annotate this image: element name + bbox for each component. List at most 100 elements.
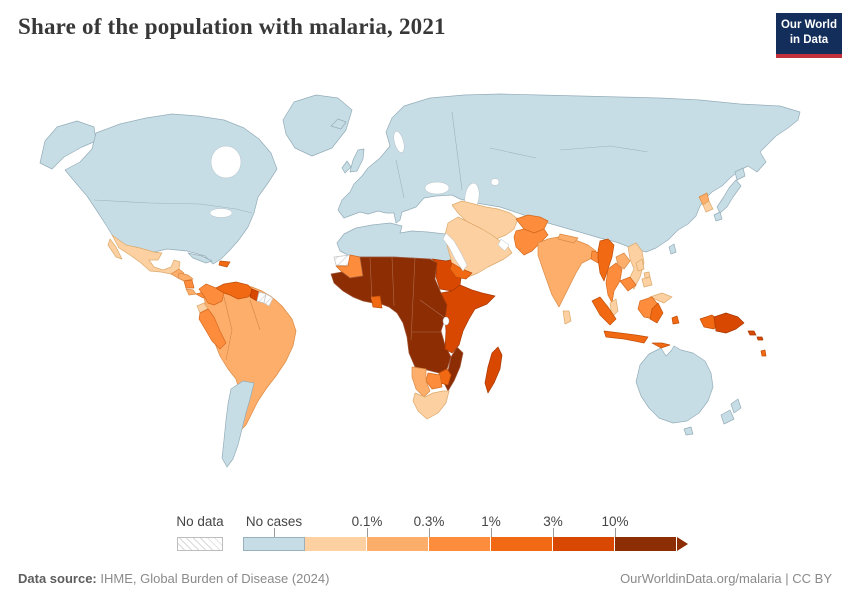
region-solomon-islands-2[interactable]	[756, 336, 764, 341]
region-new-zealand-north[interactable]	[730, 398, 742, 414]
world-choropleth-map	[39, 93, 801, 468]
legend-no-data-label: No data	[176, 514, 224, 529]
region-namibia[interactable]	[411, 366, 431, 398]
region-japan-hokkaido[interactable]	[734, 167, 746, 181]
aral-sea	[490, 178, 500, 186]
region-hispaniola[interactable]	[218, 260, 231, 268]
region-greenland[interactable]	[282, 94, 353, 157]
region-lesser-sunda[interactable]	[651, 342, 671, 349]
legend-tick	[367, 528, 368, 537]
legend-segment-bin3[interactable]	[429, 537, 491, 551]
region-new-zealand-south[interactable]	[720, 409, 735, 425]
legend-tick	[615, 528, 616, 537]
great-lakes	[209, 208, 233, 218]
region-taiwan[interactable]	[668, 243, 677, 255]
region-costa-rica[interactable]	[185, 288, 197, 296]
region-vanuatu[interactable]	[760, 349, 767, 357]
region-myanmar[interactable]	[597, 238, 615, 282]
legend-tick	[553, 528, 554, 537]
region-pakistan[interactable]	[513, 228, 549, 256]
region-canada-usa[interactable]	[64, 113, 278, 265]
region-philippines-luzon[interactable]	[635, 258, 645, 272]
region-mexico[interactable]	[111, 234, 181, 275]
region-eurasia[interactable]	[337, 93, 801, 253]
legend-tick	[491, 528, 492, 537]
region-sri-lanka[interactable]	[562, 310, 572, 325]
legend-arrow	[677, 537, 688, 551]
region-south-korea[interactable]	[702, 200, 714, 213]
legend-tick	[429, 528, 430, 537]
owid-logo-line2: in Data	[789, 33, 829, 46]
region-laos[interactable]	[615, 252, 631, 270]
region-tasmania[interactable]	[683, 426, 694, 436]
legend-segment-bin5[interactable]	[553, 537, 615, 551]
region-sulawesi[interactable]	[649, 302, 664, 324]
region-south-africa[interactable]	[412, 390, 450, 420]
region-india[interactable]	[537, 236, 597, 308]
footer-link[interactable]: OurWorldinData.org/malaria | CC BY	[620, 571, 832, 586]
legend-segment-bin4[interactable]	[491, 537, 553, 551]
legend-segment-bin1[interactable]	[305, 537, 367, 551]
region-united-kingdom[interactable]	[349, 148, 365, 173]
border-us-canada	[93, 199, 253, 214]
region-madagascar[interactable]	[484, 346, 503, 394]
legend-segment-no_cases[interactable]	[243, 537, 305, 551]
region-maluku[interactable]	[671, 315, 680, 325]
region-nicaragua[interactable]	[183, 279, 195, 289]
legend-tick-label: 1%	[481, 514, 501, 529]
legend-tick-label: 0.1%	[351, 514, 383, 529]
legend-segment-bin2[interactable]	[367, 537, 429, 551]
region-cambodia[interactable]	[619, 276, 637, 292]
region-thailand[interactable]	[605, 262, 623, 304]
region-australia[interactable]	[635, 345, 714, 424]
region-peru[interactable]	[198, 308, 227, 350]
legend-no-cases-label: No cases	[245, 514, 303, 529]
baltic-sea	[393, 131, 405, 153]
region-solomon-islands[interactable]	[747, 330, 757, 336]
legend-bar	[243, 537, 688, 551]
region-vietnam[interactable]	[627, 242, 645, 290]
region-honduras[interactable]	[177, 272, 194, 282]
border-europe	[395, 159, 405, 199]
black-sea	[424, 181, 450, 195]
data-source-label: Data source:	[18, 571, 97, 586]
legend-no-data-swatch[interactable]	[177, 537, 223, 551]
border-sahel-3	[410, 257, 416, 341]
data-source-note: Data source: IHME, Global Burden of Dise…	[18, 571, 329, 586]
region-ghana[interactable]	[370, 295, 383, 309]
hudson-bay	[210, 145, 242, 179]
region-cuba[interactable]	[187, 252, 213, 264]
legend-tick-label: 10%	[601, 514, 629, 529]
region-brazil-bolivia[interactable]	[203, 284, 297, 432]
border-russia-ural	[451, 111, 463, 191]
region-horn-and-east-africa[interactable]	[440, 284, 496, 354]
lake-victoria	[442, 316, 450, 326]
page-title: Share of the population with malaria, 20…	[18, 14, 446, 39]
region-alaska[interactable]	[39, 120, 97, 170]
region-malaysia-borneo[interactable]	[649, 292, 673, 304]
region-baja-california[interactable]	[107, 238, 123, 260]
region-japan-kyushu[interactable]	[713, 211, 723, 222]
border-brazil-north	[249, 299, 261, 331]
region-guatemala[interactable]	[170, 268, 185, 279]
region-java[interactable]	[603, 330, 649, 344]
region-papua-new-guinea[interactable]	[713, 312, 745, 334]
owid-logo-line1: Our World	[780, 19, 837, 31]
region-japan-honshu[interactable]	[716, 179, 742, 214]
owid-logo[interactable]: Our World in Data	[776, 13, 842, 58]
region-southern-cone[interactable]	[221, 380, 255, 468]
region-french-guiana[interactable]	[263, 293, 274, 307]
region-nepal[interactable]	[557, 233, 579, 244]
region-iceland[interactable]	[330, 118, 347, 130]
region-ireland[interactable]	[341, 160, 352, 174]
region-sumatra[interactable]	[591, 296, 617, 326]
region-western-sahara[interactable]	[333, 254, 351, 267]
persian-gulf	[497, 238, 510, 252]
data-source-text: IHME, Global Burden of Disease (2024)	[96, 571, 330, 586]
region-philippines-mindanao[interactable]	[641, 276, 653, 288]
legend-segment-bin6[interactable]	[615, 537, 677, 551]
border-sahel-2	[391, 256, 395, 307]
region-north-africa[interactable]	[336, 222, 456, 262]
border-car-drc	[419, 299, 446, 319]
border-sahel-1	[369, 257, 373, 301]
